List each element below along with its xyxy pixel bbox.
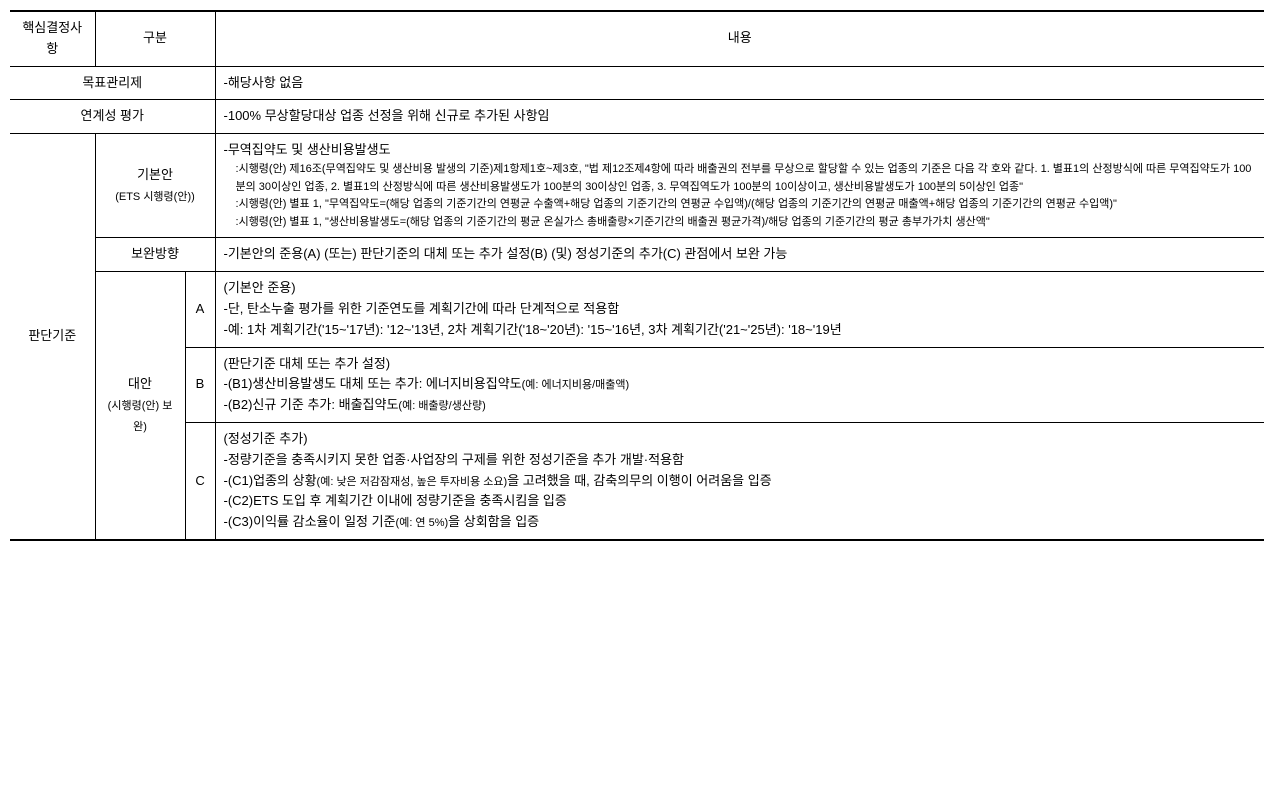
basic-label: 기본안 (ETS 시행령(안)) — [95, 134, 215, 238]
basic-line2: :시행령(안) 제16조(무역집약도 및 생산비용 발생의 기준)제1항제1호~… — [224, 161, 1256, 196]
alt-c-content: (정성기준 추가) -정량기준을 충족시키지 못한 업종·사업장의 구제를 위한… — [215, 422, 1264, 539]
alternative-label-main: 대안 — [128, 376, 152, 391]
supplement-content: -기본안의 준용(A) (또는) 판단기준의 대체 또는 추가 설정(B) (및… — [215, 238, 1264, 272]
alt-c-line3: -(C1)업종의 상황(예: 낮은 저감잠재성, 높은 투자비용 소요)을 고려… — [224, 471, 1256, 492]
target-mgmt-content: -해당사항 없음 — [215, 66, 1264, 100]
alt-b-line2: -(B1)생산비용발생도 대체 또는 추가: 에너지비용집약도(예: 에너지비용… — [224, 374, 1256, 395]
row-basic: 판단기준 기본안 (ETS 시행령(안)) -무역집약도 및 생산비용발생도 :… — [10, 134, 1264, 238]
row-alt-a: 대안 (시행령(안) 보완) A (기본안 준용) -단, 탄소누출 평가를 위… — [10, 272, 1264, 347]
row-alt-b: B (판단기준 대체 또는 추가 설정) -(B1)생산비용발생도 대체 또는 … — [10, 347, 1264, 422]
alt-c-line1: (정성기준 추가) — [224, 429, 1256, 450]
header-col2: 구분 — [95, 11, 215, 66]
alt-b-line1: (판단기준 대체 또는 추가 설정) — [224, 354, 1256, 375]
alt-b-content: (판단기준 대체 또는 추가 설정) -(B1)생산비용발생도 대체 또는 추가… — [215, 347, 1264, 422]
row-supplement: 보완방향 -기본안의 준용(A) (또는) 판단기준의 대체 또는 추가 설정(… — [10, 238, 1264, 272]
basic-label-main: 기본안 — [137, 167, 173, 182]
basic-line4: :시행령(안) 별표 1, "생산비용발생도=(해당 업종의 기준기간의 평균 … — [224, 214, 1256, 232]
basic-line3: :시행령(안) 별표 1, "무역집약도=(해당 업종의 기준기간의 연평균 수… — [224, 196, 1256, 214]
alt-a-line2: -단, 탄소누출 평가를 위한 기준연도를 계획기간에 따라 단계적으로 적용함 — [224, 299, 1256, 320]
row-target-mgmt: 목표관리제 -해당사항 없음 — [10, 66, 1264, 100]
alt-c-line5: -(C3)이익률 감소율이 일정 기준(예: 연 5%)을 상회함을 입증 — [224, 512, 1256, 533]
alt-a-tag: A — [185, 272, 215, 347]
alt-a-line3: -예: 1차 계획기간('15~'17년): '12~'13년, 2차 계획기간… — [224, 320, 1256, 341]
basic-label-sub: (ETS 시행령(안)) — [115, 191, 195, 203]
table-header-row: 핵심결정사항 구분 내용 — [10, 11, 1264, 66]
alternative-label-sub: (시행령(안) 보완) — [108, 400, 173, 433]
row-linkage: 연계성 평가 -100% 무상할당대상 업종 선정을 위해 신규로 추가된 사항… — [10, 100, 1264, 134]
linkage-label: 연계성 평가 — [10, 100, 215, 134]
header-col3: 내용 — [215, 11, 1264, 66]
supplement-label: 보완방향 — [95, 238, 215, 272]
alt-a-line1: (기본안 준용) — [224, 278, 1256, 299]
alternative-label: 대안 (시행령(안) 보완) — [95, 272, 185, 540]
criteria-label: 판단기준 — [10, 134, 95, 540]
target-mgmt-label: 목표관리제 — [10, 66, 215, 100]
basic-content: -무역집약도 및 생산비용발생도 :시행령(안) 제16조(무역집약도 및 생산… — [215, 134, 1264, 238]
alt-c-tag: C — [185, 422, 215, 539]
linkage-content: -100% 무상할당대상 업종 선정을 위해 신규로 추가된 사항임 — [215, 100, 1264, 134]
basic-line1: -무역집약도 및 생산비용발생도 — [224, 140, 1256, 161]
row-alt-c: C (정성기준 추가) -정량기준을 충족시키지 못한 업종·사업장의 구제를 … — [10, 422, 1264, 539]
alt-c-line4: -(C2)ETS 도입 후 계획기간 이내에 정량기준을 충족시킴을 입증 — [224, 491, 1256, 512]
alt-c-line2: -정량기준을 충족시키지 못한 업종·사업장의 구제를 위한 정성기준을 추가 … — [224, 450, 1256, 471]
decision-table: 핵심결정사항 구분 내용 목표관리제 -해당사항 없음 연계성 평가 -100%… — [10, 10, 1264, 541]
alt-b-line3: -(B2)신규 기준 추가: 배출집약도(예: 배출량/생산량) — [224, 395, 1256, 416]
alt-b-tag: B — [185, 347, 215, 422]
alt-a-content: (기본안 준용) -단, 탄소누출 평가를 위한 기준연도를 계획기간에 따라 … — [215, 272, 1264, 347]
header-col1: 핵심결정사항 — [10, 11, 95, 66]
